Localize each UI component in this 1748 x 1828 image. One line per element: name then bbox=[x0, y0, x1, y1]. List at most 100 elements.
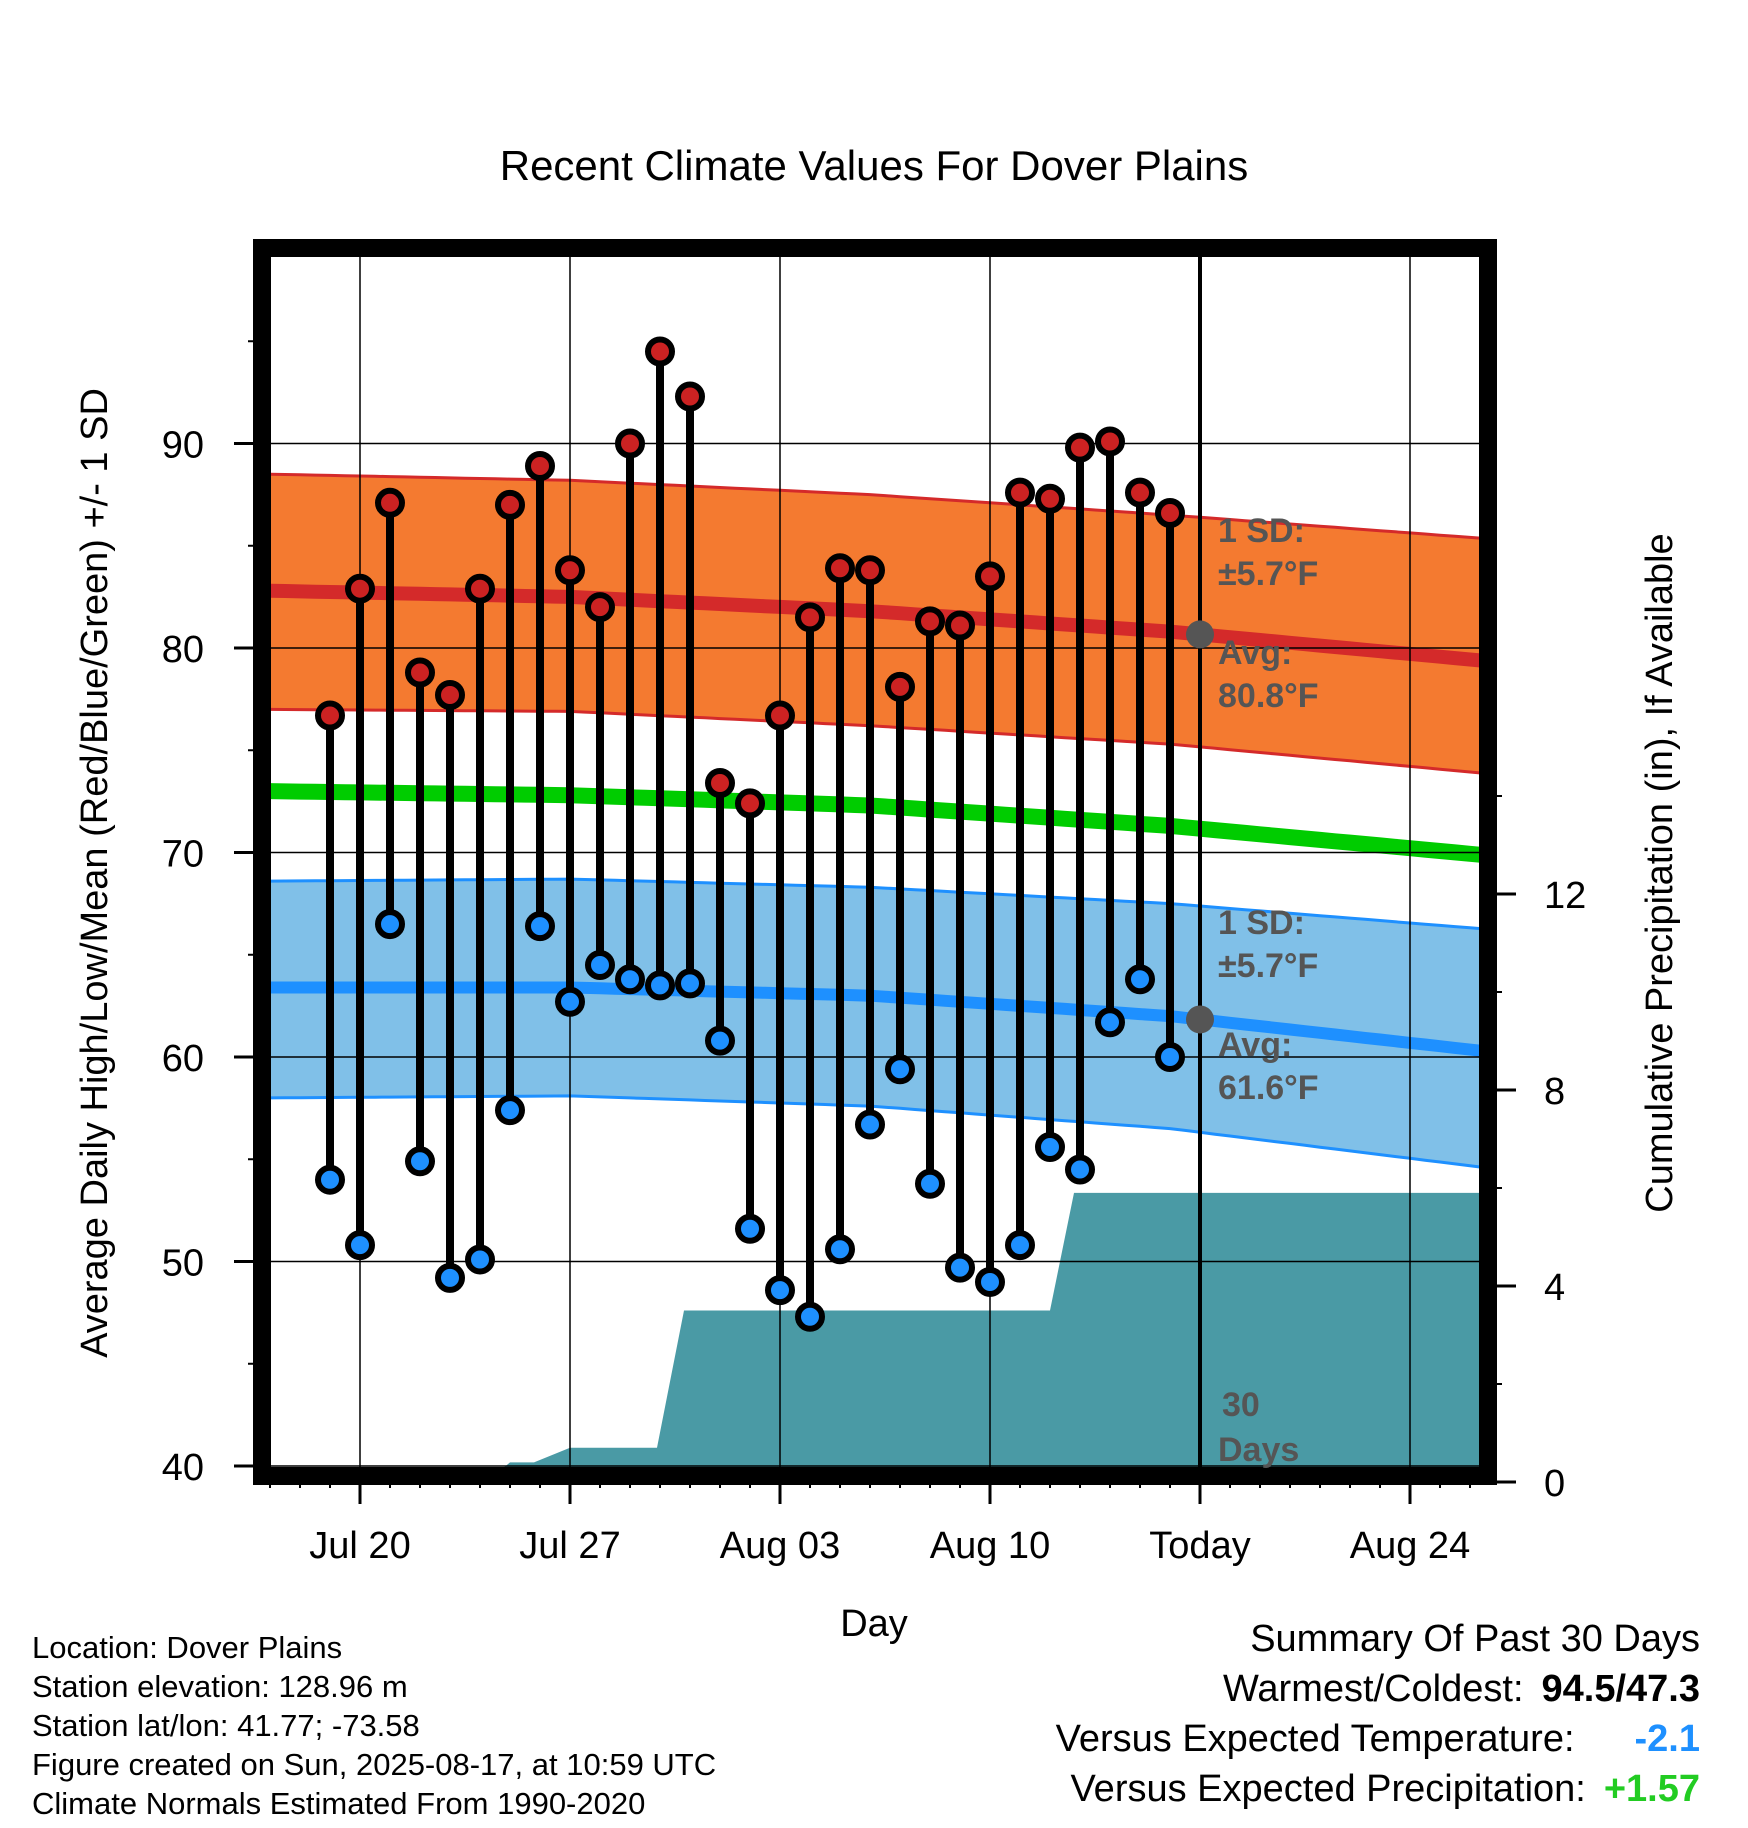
low-avg-value: 61.6°F bbox=[1218, 1069, 1319, 1107]
daily-low-point bbox=[1155, 1042, 1185, 1072]
warmest-label: Warmest/Coldest: bbox=[1222, 1668, 1524, 1710]
daily-high-point bbox=[585, 592, 615, 623]
daily-low-point bbox=[1035, 1131, 1065, 1162]
x-tick-label: Today bbox=[1149, 1525, 1250, 1567]
high-sd-band-upper-edge bbox=[269, 472, 1488, 541]
normal-mean-line bbox=[269, 783, 1488, 864]
precip-anomaly-value: +1.57 bbox=[1603, 1768, 1700, 1810]
x-tick-label: Aug 03 bbox=[720, 1525, 840, 1567]
daily-high-point bbox=[375, 487, 405, 518]
daily-high-point bbox=[645, 336, 675, 367]
x-axis-label: Day bbox=[840, 1603, 908, 1645]
daily-low-point bbox=[375, 909, 405, 940]
y2-tick-label: 8 bbox=[1544, 1071, 1565, 1113]
y2-tick-label: 4 bbox=[1544, 1267, 1565, 1309]
low-sd-value: ±5.7°F bbox=[1218, 947, 1318, 985]
normal-low-line bbox=[270, 981, 1488, 1058]
summary-temp-row: Versus Expected Temperature: -2.1 bbox=[800, 1718, 1700, 1768]
daily-low-point bbox=[705, 1025, 735, 1056]
daily-low-point bbox=[915, 1168, 945, 1199]
high-sd-band-lower-edge bbox=[269, 707, 1488, 776]
daily-high-point bbox=[1095, 426, 1125, 457]
daily-high-point bbox=[525, 450, 555, 481]
daily-high-point bbox=[915, 606, 945, 637]
daily-low-point bbox=[615, 964, 645, 995]
daily-high-point bbox=[1125, 477, 1155, 508]
daily-low-point bbox=[495, 1095, 525, 1126]
y-axis-label-right: Cumulative Precipitation (in), If Availa… bbox=[1639, 533, 1681, 1212]
today-low-avg-marker bbox=[1186, 1005, 1214, 1034]
y-tick-label: 80 bbox=[162, 629, 204, 671]
daily-high-point bbox=[1035, 483, 1065, 514]
y-tick-label: 90 bbox=[162, 425, 204, 467]
daily-high-point bbox=[465, 573, 495, 604]
daily-low-point bbox=[825, 1234, 855, 1265]
daily-high-point bbox=[435, 680, 465, 711]
daily-high-point bbox=[345, 573, 375, 604]
daily-low-point bbox=[405, 1146, 435, 1177]
warmest-value: 94.5/47.3 bbox=[1541, 1668, 1700, 1710]
high-sd-band bbox=[270, 474, 1488, 774]
daily-low-point bbox=[465, 1244, 495, 1275]
x-tick-label: Aug 24 bbox=[1350, 1525, 1470, 1567]
low-sd-label: 1 SD: bbox=[1218, 904, 1305, 942]
summary-heading: Summary Of Past 30 Days bbox=[1250, 1618, 1700, 1660]
high-avg-label: Avg: bbox=[1218, 634, 1292, 672]
temp-anomaly-value: -2.1 bbox=[1634, 1718, 1700, 1760]
window-days-label: Days bbox=[1218, 1431, 1299, 1469]
y-tick-label: 70 bbox=[162, 834, 204, 876]
temp-anomaly-label: Versus Expected Temperature: bbox=[1055, 1718, 1575, 1760]
summary-panel: Summary Of Past 30 Days Warmest/Coldest:… bbox=[800, 1618, 1700, 1818]
daily-low-point bbox=[315, 1164, 345, 1195]
y-axis-label-left: Average Daily High/Low/Mean (Red/Blue/Gr… bbox=[74, 388, 116, 1358]
daily-high-point bbox=[555, 555, 585, 586]
daily-low-point bbox=[885, 1054, 915, 1085]
daily-low-point bbox=[525, 911, 555, 942]
station-metadata: Location: Dover Plains Station elevation… bbox=[32, 1628, 716, 1823]
x-tick-label: Aug 10 bbox=[930, 1525, 1050, 1567]
daily-low-point bbox=[765, 1275, 795, 1306]
today-high-avg-marker bbox=[1186, 620, 1214, 649]
daily-high-point bbox=[735, 788, 765, 819]
y-tick-label: 50 bbox=[162, 1243, 204, 1285]
precip-anomaly-label: Versus Expected Precipitation: bbox=[1070, 1768, 1586, 1810]
daily-low-point bbox=[975, 1266, 1005, 1297]
x-tick-label: Jul 20 bbox=[309, 1525, 410, 1567]
high-sd-label: 1 SD: bbox=[1218, 512, 1305, 550]
daily-low-point bbox=[435, 1262, 465, 1293]
window-count-label: 30 bbox=[1222, 1386, 1260, 1424]
x-tick-label: Jul 27 bbox=[519, 1525, 620, 1567]
low-sd-band-lower-edge bbox=[269, 1094, 1488, 1170]
daily-low-point bbox=[585, 949, 615, 980]
daily-high-point bbox=[315, 700, 345, 731]
daily-high-point bbox=[1065, 432, 1095, 463]
summary-precip-row: Versus Expected Precipitation: +1.57 bbox=[800, 1768, 1700, 1818]
high-sd-value: ±5.7°F bbox=[1218, 555, 1318, 593]
daily-low-point bbox=[795, 1301, 825, 1332]
low-sd-band bbox=[270, 879, 1488, 1168]
daily-high-point bbox=[855, 555, 885, 586]
y-tick-label: 40 bbox=[162, 1447, 204, 1489]
daily-low-point bbox=[855, 1109, 885, 1140]
daily-low-point bbox=[645, 970, 675, 1001]
location-text: Location: Dover Plains bbox=[32, 1630, 343, 1665]
daily-high-point bbox=[795, 602, 825, 633]
low-avg-label: Avg: bbox=[1218, 1026, 1292, 1064]
y2-tick-label: 0 bbox=[1544, 1463, 1565, 1505]
y-tick-label: 60 bbox=[162, 1038, 204, 1080]
daily-high-point bbox=[885, 671, 915, 702]
summary-warmest-row: Warmest/Coldest: 94.5/47.3 bbox=[800, 1668, 1700, 1718]
daily-low-point bbox=[345, 1230, 375, 1261]
daily-high-point bbox=[945, 610, 975, 641]
daily-high-point bbox=[705, 767, 735, 798]
daily-high-point bbox=[1005, 477, 1035, 508]
y2-tick-label: 12 bbox=[1544, 875, 1586, 917]
daily-low-point bbox=[555, 986, 585, 1017]
created-text: Figure created on Sun, 2025-08-17, at 10… bbox=[32, 1747, 717, 1782]
daily-high-point bbox=[615, 428, 645, 459]
chart-title: Recent Climate Values For Dover Plains bbox=[500, 142, 1249, 189]
daily-low-point bbox=[1005, 1230, 1035, 1261]
daily-low-point bbox=[1065, 1154, 1095, 1185]
latlon-text: Station lat/lon: 41.77; -73.58 bbox=[32, 1708, 420, 1743]
